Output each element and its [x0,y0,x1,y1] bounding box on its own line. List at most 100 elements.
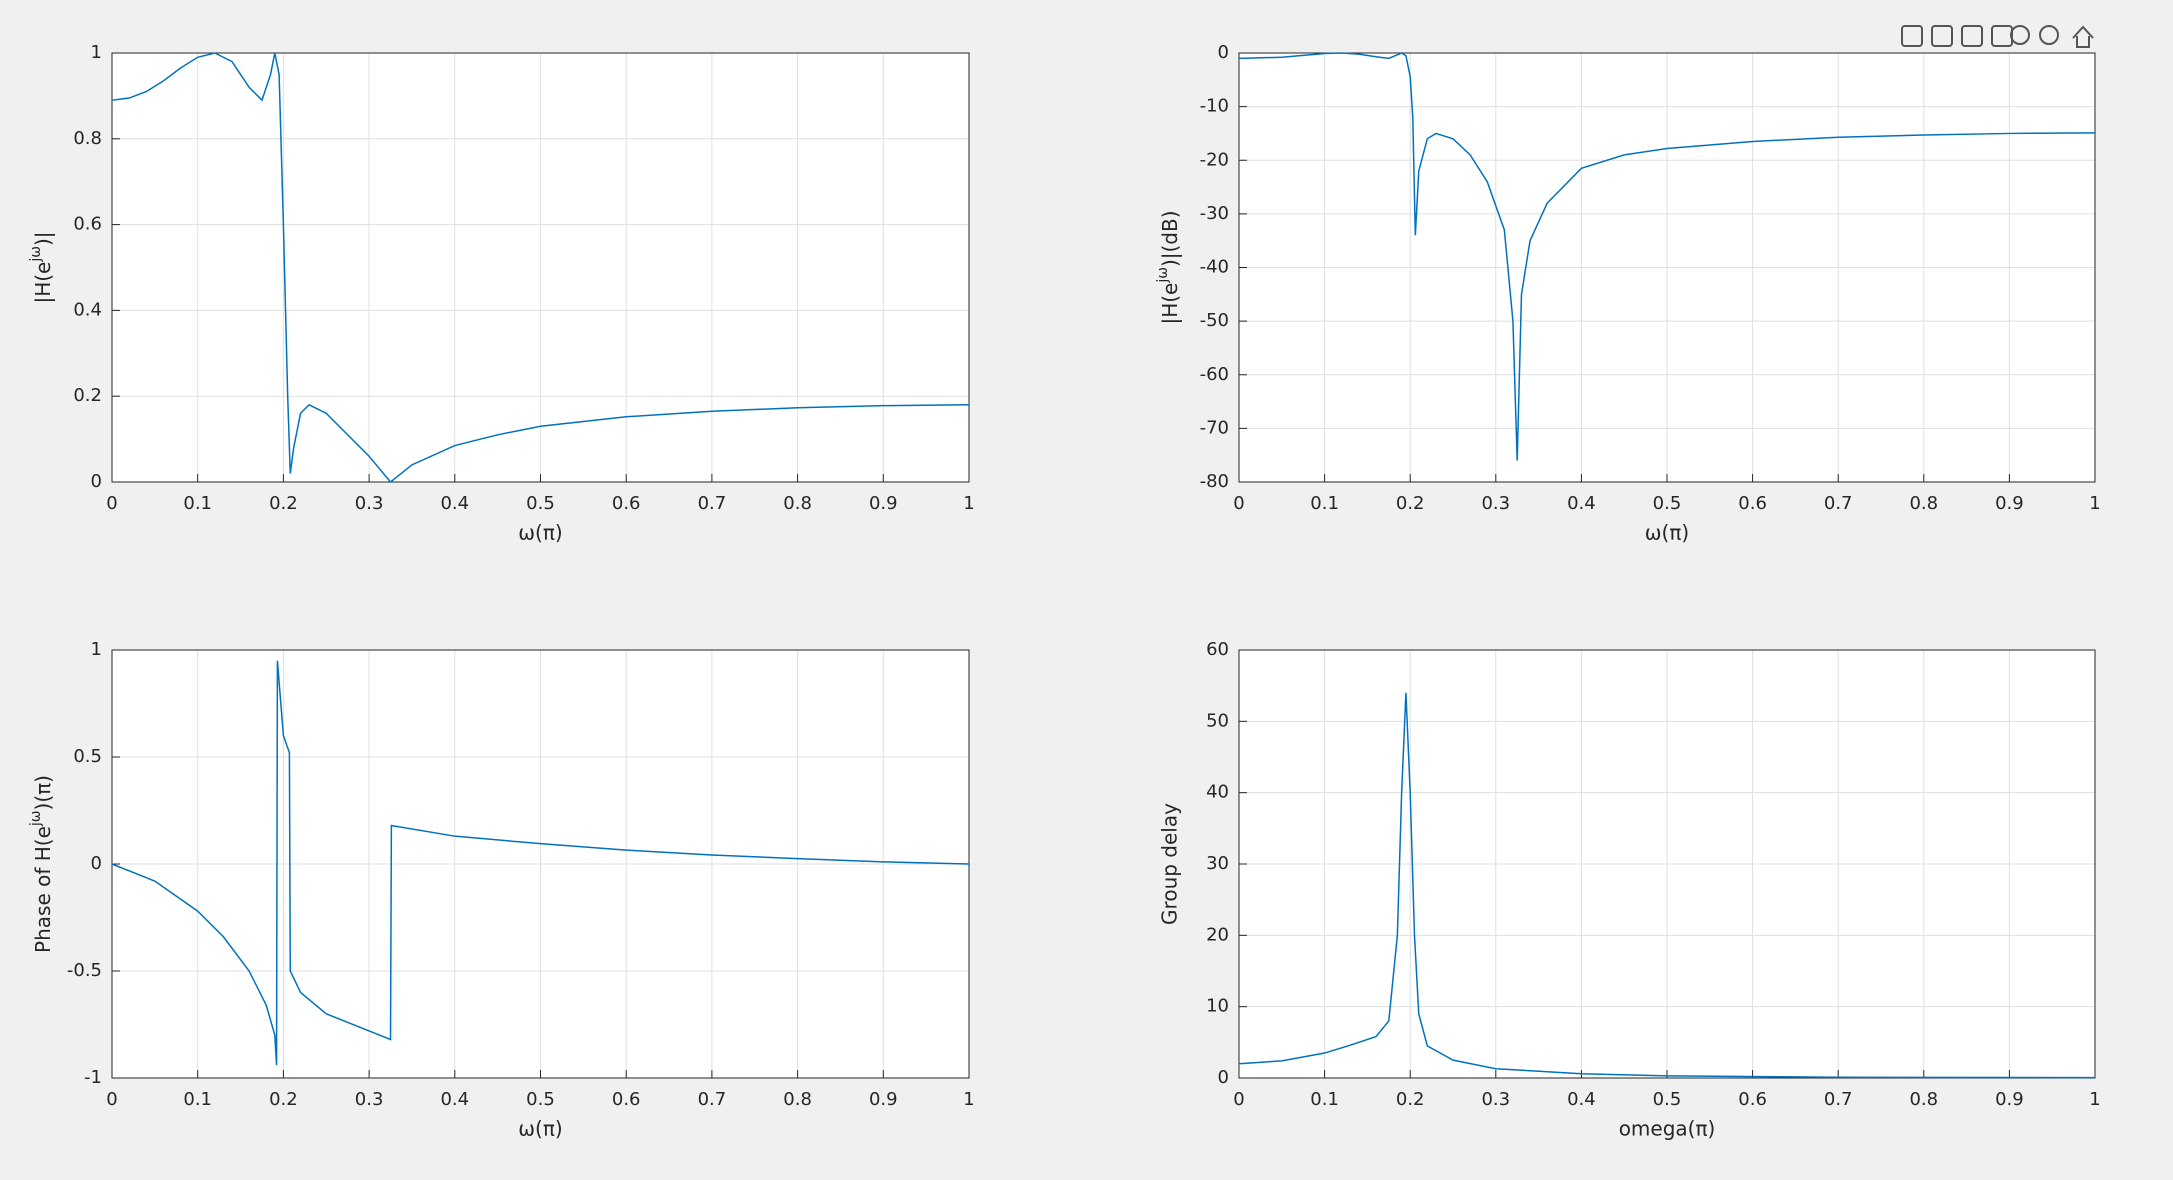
home-icon[interactable] [2072,25,2094,48]
x-tick-label: 0.6 [1738,1089,1767,1110]
x-tick-label: 0.1 [183,493,212,514]
x-tick-label: 0 [1233,493,1244,514]
tool-icon[interactable] [1901,25,1923,47]
x-tick-label: 0.2 [1396,493,1425,514]
y-tick-label: 10 [1206,996,1229,1017]
y-axis-label: |H(ejω)| [28,231,55,303]
y-tick-label: 0.4 [73,299,102,320]
axes-box [111,52,970,483]
y-tick-label: 0.8 [73,128,102,149]
y-axis-label-part: )|(dB) [1158,210,1182,267]
tool-icon[interactable] [1961,25,1983,47]
x-tick-label: 0.6 [612,493,641,514]
x-axis-label: ω(π) [1645,521,1689,545]
x-tick-label: 1 [2089,493,2100,514]
x-tick-label: 0.3 [355,1089,384,1110]
x-tick-label: 0.8 [1909,493,1938,514]
x-tick-label: 0.4 [1567,493,1596,514]
y-tick-label: 0 [91,471,102,492]
x-tick-label: 0.2 [1396,1089,1425,1110]
y-tick-label: -30 [1200,203,1229,224]
y-axis-label-part: Phase of H(e [31,826,55,953]
y-tick-label: -70 [1200,417,1229,438]
y-axis-label-part: jω [1155,267,1171,284]
x-tick-label: 0.7 [698,1089,727,1110]
y-tick-label: 20 [1206,924,1229,945]
zoom-out-icon[interactable] [2039,25,2059,45]
y-axis-label: |H(ejω)|(dB) [1155,210,1182,324]
y-axis-label: Phase of H(ejω)(π) [28,775,55,953]
zoom-in-icon[interactable] [2010,25,2030,45]
y-tick-label: 60 [1206,639,1229,660]
x-tick-label: 0 [106,493,117,514]
x-tick-label: 0.3 [355,493,384,514]
toolbar [1901,25,2094,48]
x-tick-label: 0.7 [698,493,727,514]
x-tick-label: 0.7 [1824,493,1853,514]
data-line [1238,52,2096,461]
y-tick-label: 0.2 [73,385,102,406]
axes-box [1238,649,2096,1079]
x-tick-label: 0.8 [783,1089,812,1110]
y-tick-label: 40 [1206,782,1229,803]
x-tick-label: 0.9 [869,493,898,514]
y-tick-label: -60 [1200,364,1229,385]
x-tick-label: 0.9 [1995,493,2024,514]
y-tick-label: 50 [1206,710,1229,731]
y-tick-label: -80 [1200,471,1229,492]
y-axis-label-part: jω [28,246,44,263]
x-tick-label: 0.4 [1567,1089,1596,1110]
axes: 0 0.1 0.2 0.3 0.4 0.5 0.6 0.7 0.8 0.9 101020304050… [1158,639,2101,1141]
y-tick-label: -50 [1200,310,1229,331]
x-tick-label: 0.5 [1653,493,1682,514]
x-tick-label: 0.6 [612,1089,641,1110]
y-axis-label-part: jω [28,810,44,827]
x-tick-label: 1 [963,1089,974,1110]
x-tick-label: 0.5 [526,493,555,514]
x-tick-label: 0.3 [1481,493,1510,514]
data-line [111,52,970,484]
y-tick-label: -20 [1200,149,1229,170]
y-tick-label: 1 [91,639,102,660]
y-tick-label: -10 [1200,96,1229,117]
y-tick-label: 1 [91,42,102,63]
y-tick-label: 0 [1218,42,1229,63]
x-tick-label: 0.9 [1995,1089,2024,1110]
x-tick-label: 0.7 [1824,1089,1853,1110]
x-tick-label: 0.1 [1310,1089,1339,1110]
x-tick-label: 0.1 [1310,493,1339,514]
x-tick-label: 0.9 [869,1089,898,1110]
x-tick-label: 0.4 [440,1089,469,1110]
y-axis-label: Group delay [1158,803,1182,925]
y-tick-label: -40 [1200,257,1229,278]
y-tick-label: 0.5 [73,746,102,767]
y-axis-label-part: |H(e [31,262,55,304]
axes: 0 0.1 0.2 0.3 0.4 0.5 0.6 0.7 0.8 0.9 1 -80 -70 -60 -5… [1155,42,2101,545]
x-tick-label: 0.5 [526,1089,555,1110]
x-tick-label: 0 [1233,1089,1244,1110]
y-tick-label: -1 [84,1067,102,1088]
axes: 0 0.1 0.2 0.3 0.4 0.5 0.6 0.7 0.8 0.9 1 -1 -0.5 0 0.5 1… [28,639,975,1141]
data-line [111,660,970,1066]
y-tick-label: 0 [91,853,102,874]
x-tick-label: 0.6 [1738,493,1767,514]
x-tick-label: 0.2 [269,1089,298,1110]
y-tick-label: -0.5 [67,960,102,981]
x-tick-label: 0.1 [183,1089,212,1110]
y-axis-label-part: )| [31,231,55,246]
x-tick-label: 0.8 [1909,1089,1938,1110]
data-line [1238,692,2096,1079]
x-tick-label: 0 [106,1089,117,1110]
tool-icon[interactable] [1931,25,1953,47]
y-axis-label-part: |H(e [1158,283,1182,325]
x-tick-label: 0.4 [440,493,469,514]
x-axis-label: ω(π) [518,521,562,545]
x-tick-label: 1 [2089,1089,2100,1110]
x-axis-label: omega(π) [1619,1117,1716,1141]
x-tick-label: 0.2 [269,493,298,514]
y-tick-label: 0 [1218,1067,1229,1088]
x-tick-label: 0.3 [1481,1089,1510,1110]
y-axis-label-part: )(π) [31,775,55,810]
x-tick-label: 0.5 [1653,1089,1682,1110]
